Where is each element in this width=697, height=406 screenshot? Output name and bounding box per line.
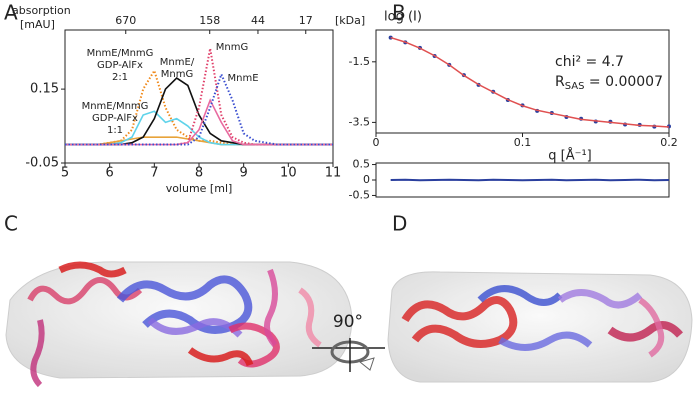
rotation-symbol: 90° [312,312,385,372]
x2-tick-label: 17 [299,14,313,27]
peak-annotation: MnmE/MnmG [82,101,149,112]
trace [65,98,333,146]
structure-c [5,261,353,388]
y-tick-label: -1.5 [349,55,370,68]
x-axis-label: q [Å⁻¹] [548,148,592,164]
peak-annotation: MnmE/MnmG [87,48,154,59]
y-tick-label: -0.5 [349,188,370,201]
x2-tick-label: 44 [251,14,265,27]
x-tick-label: 11 [325,166,342,181]
y-tick-label: 0.15 [30,82,59,97]
peak-annotation: MnmE/ [160,57,195,68]
rsas-sub: SAS [565,81,585,92]
x-tick-label: 6 [106,166,114,181]
chi2-label: chi² = 4.7 [555,54,624,70]
x-tick-label: 10 [280,166,297,181]
peak-annotation: MnmG [161,69,193,80]
rsas-rest: = 0.00007 [584,74,663,90]
x2-tick-label: 158 [199,14,220,27]
x-tick-label: 8 [195,166,203,181]
peak-annotation: 2:1 [112,72,128,83]
peak-annotation: 1:1 [107,125,123,136]
rsas-main: R [555,74,565,90]
fit-line [390,36,670,128]
peak-annotation: GDP-AlFx [97,60,143,71]
peak-annotation: GDP-AlFx [92,113,138,124]
x-tick-label: 0.2 [660,136,678,149]
x-tick-label: 5 [61,166,69,181]
y-axis-label: absorption [12,4,71,17]
y-axis-label: log (I) [384,10,422,25]
y-tick-label: -3.5 [349,115,370,128]
panel-label: A [4,1,18,25]
x2-axis-label: [kDa] [335,14,365,27]
y-tick-label: -0.05 [25,156,59,171]
y-tick-label: 0.5 [353,158,371,171]
panel-label: C [4,212,18,236]
structure-d [387,271,693,383]
rsas-label: RSAS = 0.00007 [555,74,663,92]
panel-label: B [392,1,406,25]
x-tick-label: 7 [150,166,158,181]
residual-line [390,178,670,182]
panel-label: D [392,212,407,236]
y-axis-label: [mAU] [20,18,55,31]
peak-annotation: MnmE [227,73,258,84]
rotation-label: 90° [333,312,363,332]
x-tick-label: 0 [373,136,380,149]
x2-tick-label: 670 [115,14,136,27]
peak-annotation: MnmG [216,42,248,53]
x-tick-label: 9 [240,166,248,181]
x-tick-label: 0.1 [514,136,532,149]
y-tick-label: 0 [363,173,370,186]
trace [65,136,333,146]
x-axis-label: volume [ml] [166,182,233,195]
